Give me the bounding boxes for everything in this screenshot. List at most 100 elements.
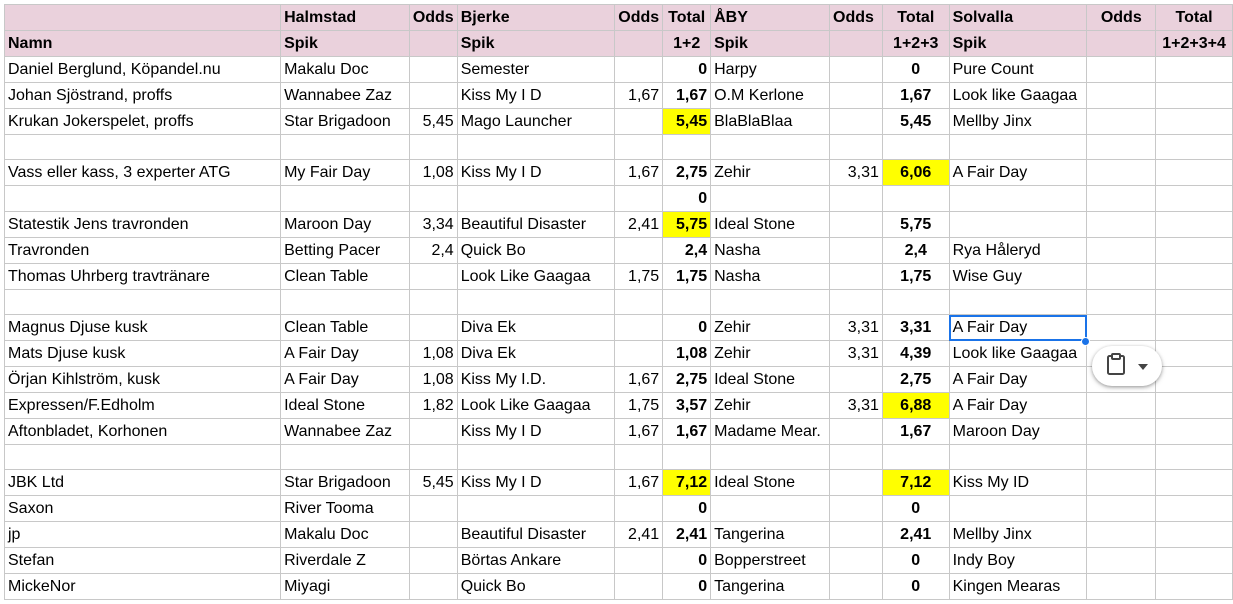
cell-bjerke-spik[interactable]: Quick Bo [456,573,616,600]
cell-solvalla-odds[interactable] [1086,263,1157,290]
cell-solvalla-odds[interactable] [1086,237,1157,264]
cell-namn[interactable]: Stefan [3,547,282,574]
header-cell-total-1-2-3-4[interactable]: 1+2+3+4 [1155,30,1233,57]
cell-aby-odds[interactable] [829,521,883,548]
cell-aby-spik[interactable]: Ideal Stone [710,211,830,238]
cell-namn[interactable]: Johan Sjöstrand, proffs [3,82,282,109]
cell-total-1-2-3[interactable]: 4,39 [881,340,950,367]
cell-halmstad-odds[interactable] [408,418,458,445]
cell-namn[interactable] [3,289,282,315]
cell-halmstad-odds[interactable] [408,185,458,212]
cell-bjerke-spik[interactable]: Beautiful Disaster [456,521,616,548]
header-cell-bjerke-spik[interactable]: Bjerke [456,4,616,31]
cell-total-1-2[interactable]: 0 [662,547,712,574]
cell-total-1-2-3[interactable] [881,185,950,212]
cell-halmstad-odds[interactable] [408,547,458,574]
cell-aby-spik[interactable]: Bopperstreet [710,547,830,574]
cell-solvalla-odds[interactable] [1086,392,1157,419]
cell-namn[interactable]: jp [3,521,282,548]
cell-total-1-2-3-4[interactable] [1155,392,1233,419]
cell-aby-odds[interactable] [829,469,883,496]
cell-total-1-2-3[interactable]: 5,75 [881,211,950,238]
cell-aby-odds[interactable] [829,263,883,290]
cell-bjerke-spik[interactable]: Semester [456,56,616,83]
cell-bjerke-spik[interactable]: Kiss My I.D. [456,366,616,393]
cell-total-1-2-3[interactable]: 6,88 [881,392,950,419]
cell-namn[interactable]: Mats Djuse kusk [3,340,282,367]
cell-total-1-2[interactable]: 2,75 [662,159,712,186]
cell-total-1-2-3-4[interactable] [1155,444,1233,470]
cell-halmstad-spik[interactable]: Makalu Doc [280,56,410,83]
header-cell-total-1-2-3-4[interactable]: Total [1155,4,1233,31]
cell-solvalla-odds[interactable] [1086,314,1157,341]
header-cell-solvalla-odds[interactable] [1086,30,1157,57]
header-cell-total-1-2-3[interactable]: Total [881,4,950,31]
cell-aby-spik[interactable]: Zehir [710,159,830,186]
cell-aby-odds[interactable] [829,547,883,574]
cell-total-1-2[interactable]: 5,45 [662,108,712,135]
cell-bjerke-spik[interactable] [456,444,616,470]
selection-handle[interactable] [1081,337,1090,346]
cell-halmstad-spik[interactable] [280,185,410,212]
cell-bjerke-odds[interactable] [614,56,664,83]
cell-total-1-2[interactable] [662,289,712,315]
cell-bjerke-spik[interactable]: Kiss My I D [456,159,616,186]
cell-total-1-2[interactable]: 0 [662,314,712,341]
cell-halmstad-spik[interactable]: Wannabee Zaz [280,82,410,109]
cell-halmstad-odds[interactable]: 3,34 [408,211,458,238]
cell-bjerke-spik[interactable]: Look Like Gaagaa [456,263,616,290]
cell-bjerke-odds[interactable] [614,573,664,600]
cell-aby-odds[interactable] [829,289,883,315]
cell-halmstad-spik[interactable]: Ideal Stone [280,392,410,419]
cell-total-1-2-3-4[interactable] [1155,573,1233,600]
cell-solvalla-spik[interactable]: Maroon Day [948,418,1088,445]
cell-namn[interactable]: Thomas Uhrberg travtränare [3,263,282,290]
cell-bjerke-odds[interactable] [614,237,664,264]
cell-aby-spik[interactable]: Ideal Stone [710,366,830,393]
cell-solvalla-spik[interactable] [948,444,1088,470]
cell-total-1-2[interactable]: 1,75 [662,263,712,290]
header-cell-aby-spik[interactable]: Spik [710,30,830,57]
cell-solvalla-odds[interactable] [1086,185,1157,212]
cell-aby-spik[interactable]: Nasha [710,263,830,290]
cell-namn[interactable]: Daniel Berglund, Köpandel.nu [3,56,282,83]
cell-bjerke-odds[interactable]: 1,75 [614,392,664,419]
cell-solvalla-spik[interactable] [948,289,1088,315]
cell-solvalla-odds[interactable] [1086,573,1157,600]
cell-namn[interactable]: Magnus Djuse kusk [3,314,282,341]
cell-halmstad-spik[interactable]: Star Brigadoon [280,469,410,496]
cell-total-1-2-3-4[interactable] [1155,185,1233,212]
cell-bjerke-spik[interactable] [456,185,616,212]
cell-solvalla-odds[interactable] [1086,56,1157,83]
cell-bjerke-spik[interactable]: Kiss My I D [456,82,616,109]
cell-total-1-2-3-4[interactable] [1155,418,1233,445]
cell-halmstad-spik[interactable] [280,289,410,315]
cell-solvalla-odds[interactable] [1086,159,1157,186]
cell-aby-odds[interactable]: 3,31 [829,159,883,186]
cell-total-1-2-3-4[interactable] [1155,263,1233,290]
header-cell-namn[interactable]: Namn [3,30,282,57]
cell-halmstad-odds[interactable] [408,444,458,470]
cell-aby-odds[interactable] [829,495,883,522]
cell-total-1-2[interactable]: 1,67 [662,418,712,445]
cell-aby-odds[interactable] [829,366,883,393]
header-cell-total-1-2[interactable]: Total [662,4,712,31]
cell-total-1-2-3[interactable]: 5,45 [881,108,950,135]
cell-halmstad-spik[interactable]: Wannabee Zaz [280,418,410,445]
cell-aby-odds[interactable] [829,108,883,135]
header-cell-bjerke-spik[interactable]: Spik [456,30,616,57]
header-cell-halmstad-spik[interactable]: Halmstad [280,4,410,31]
paste-options-button[interactable] [1092,346,1162,386]
cell-total-1-2-3[interactable]: 1,67 [881,82,950,109]
cell-total-1-2[interactable]: 5,75 [662,211,712,238]
cell-aby-spik[interactable] [710,444,830,470]
cell-bjerke-odds[interactable]: 1,67 [614,366,664,393]
cell-halmstad-spik[interactable] [280,444,410,470]
cell-total-1-2[interactable] [662,444,712,470]
cell-halmstad-spik[interactable]: Star Brigadoon [280,108,410,135]
cell-namn[interactable]: MickeNor [3,573,282,600]
cell-bjerke-spik[interactable]: Look Like Gaagaa [456,392,616,419]
cell-namn[interactable]: Vass eller kass, 3 experter ATG [3,159,282,186]
cell-solvalla-spik[interactable]: Indy Boy [948,547,1088,574]
cell-total-1-2-3[interactable]: 0 [881,547,950,574]
